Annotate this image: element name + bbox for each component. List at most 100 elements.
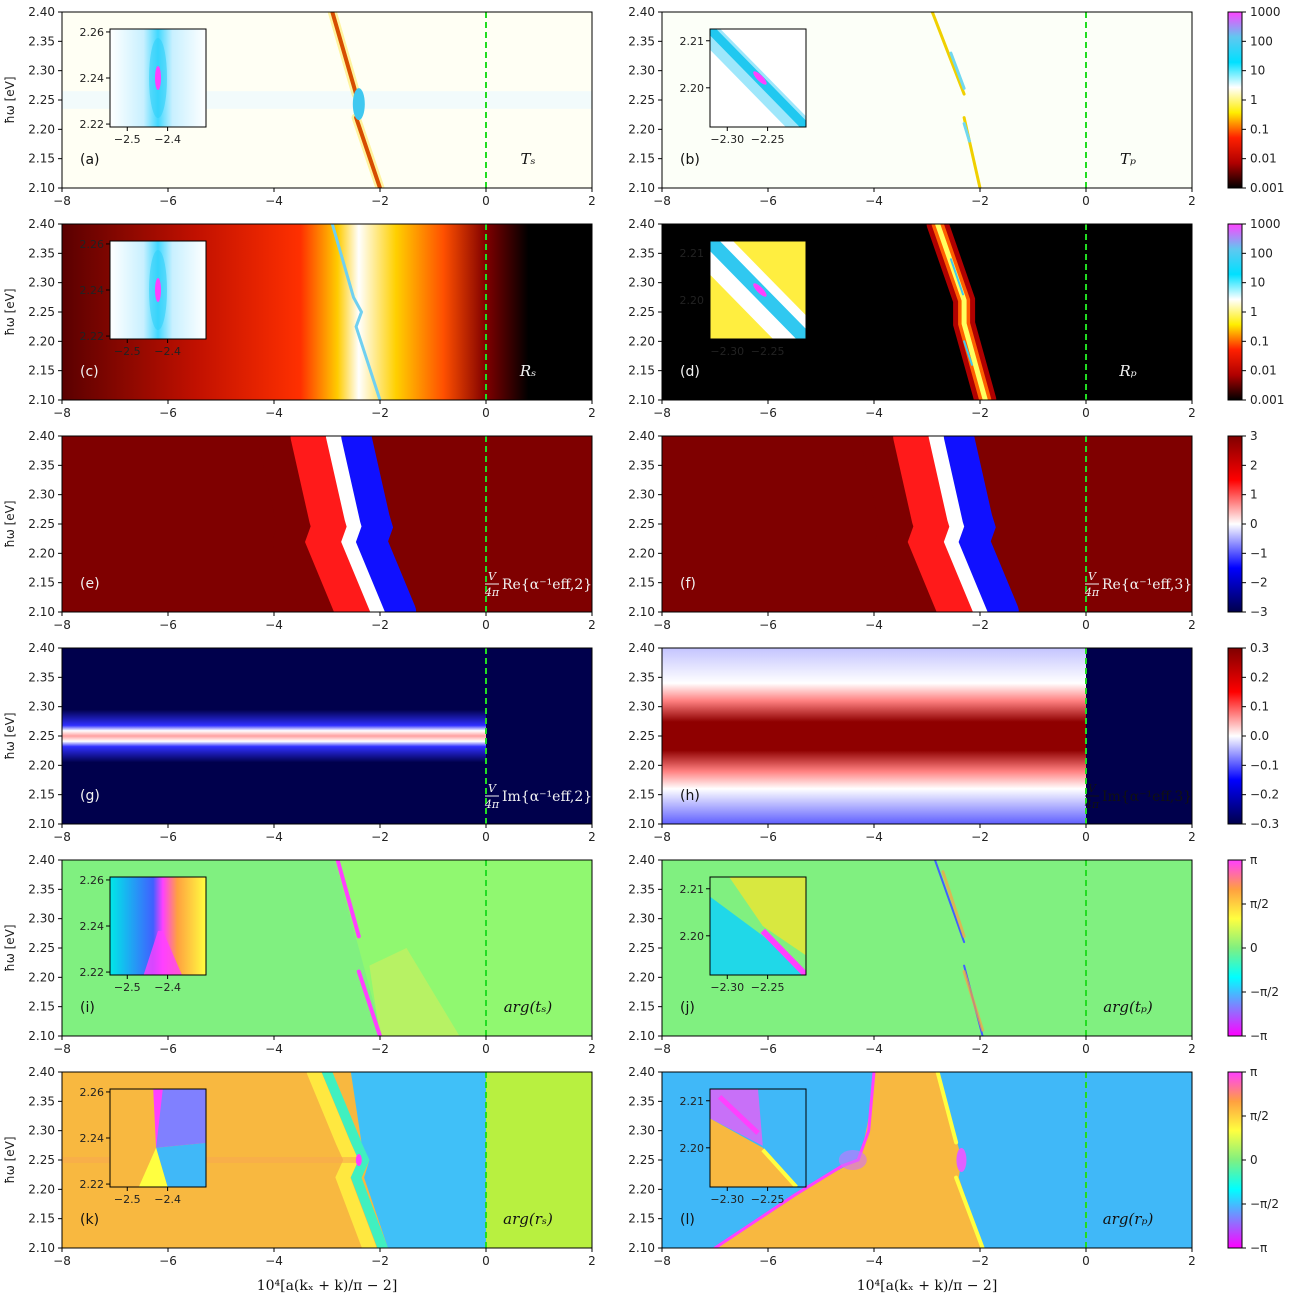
quantity-fraction-numerator: V [488,570,497,583]
inset-ytick-label: 2.24 [80,1132,105,1145]
inset-xtick-label: −2.4 [154,133,181,146]
resonance-band [859,436,939,612]
x-tick-label: 2 [1188,830,1196,844]
panel-h: −8 −6 −4 −2 0 2 2.40 2.35 2.30 2.25 2.20 2.15 2.10 (h… [628,641,1196,844]
y-tick-label: 2.30 [28,488,55,502]
resonance-spot [352,88,365,121]
y-tick-label: 2.30 [628,488,655,502]
inset-branch [143,930,182,975]
inset-xtick-label: −2.4 [154,345,181,358]
y-tick-label: 2.35 [28,670,55,684]
y-tick-label: 2.10 [28,817,55,831]
colorbar-tick-label: −π [1250,1029,1267,1043]
inset-ytick-label: 2.26 [80,874,105,887]
resonance-band [330,12,359,97]
resonance-band [257,436,337,612]
inset-a: −2.5 −2.4 2.26 2.24 2.22 [80,26,207,146]
resonance-band [934,860,966,944]
inset-ytick-label: 2.21 [680,35,705,48]
resonance-band [928,436,992,612]
inset-ytick-label: 2.21 [680,247,705,260]
quantity-label: Im{α⁻¹eff,3} [1102,789,1192,805]
panels-layer: −8 −6 −4 −2 0 2 2.40 2.35 2.30 2.25 2.20 2.15 2.10 ħω… [3,5,1196,1268]
colorbar-tick-label: π/2 [1250,1109,1269,1123]
x-axis-label: 10⁴[a(kₓ + k)/π − 2] [857,1278,998,1294]
x-tick-label: 2 [1188,406,1196,420]
x-tick-label: 2 [1188,1042,1196,1056]
x-tick-label: −2 [371,1042,389,1056]
colorbars-layer: 10001001010.10.010.00110001001010.10.010… [1227,5,1284,1255]
x-tick-label: −2 [971,618,989,632]
panel-tag: (b) [680,152,700,168]
inset-region [710,896,806,975]
x-tick-label: 2 [588,1254,596,1268]
heatmap-k [62,1072,592,1248]
quantity-fraction-denominator: 4π [484,586,500,599]
inset-peak [155,66,161,90]
y-axis-label: ħω [eV] [3,924,17,971]
inset-ytick-label: 2.21 [680,883,705,896]
x-tick-label: 2 [1188,194,1196,208]
panel-a: −8 −6 −4 −2 0 2 2.40 2.35 2.30 2.25 2.20 2.15 2.10 ħω… [3,5,596,208]
colorbar-tick-label: 3 [1250,429,1258,443]
x-tick-label: −8 [53,618,71,632]
y-tick-label: 2.20 [628,122,655,136]
resonance-band [935,224,988,400]
heatmap-h [662,648,1192,824]
colorbar-gradient [1228,224,1242,400]
y-tick-label: 2.35 [628,246,655,260]
region-right [1086,648,1192,824]
resonance-band [943,436,1019,612]
x-tick-label: 0 [1082,406,1090,420]
inset-xtick-label: −2.30 [710,1193,744,1206]
y-tick-label: 2.35 [628,1094,655,1108]
colorbar-tick-label: 0.001 [1250,181,1284,195]
x-tick-label: −8 [653,406,671,420]
y-tick-label: 2.30 [628,700,655,714]
y-tick-label: 2.15 [28,576,55,590]
colorbar-row-5: π π/2 0 −π/2 −π [1227,853,1279,1043]
y-tick-label: 2.20 [628,1182,655,1196]
inset-frame [709,1088,807,1188]
resonance-band [351,113,385,188]
y-tick-label: 2.15 [628,1000,655,1014]
region-right [486,648,592,824]
resonance-band [963,340,973,366]
x-tick-label: −4 [265,618,283,632]
x-tick-label: −8 [653,194,671,208]
colorbar-tick-label: −π/2 [1250,1197,1279,1211]
x-tick-label: −6 [159,1042,177,1056]
imag-band [662,648,1086,824]
panel-tag: (a) [80,152,100,168]
panel-tag: (f) [680,576,696,592]
y-tick-label: 2.25 [28,305,55,319]
y-tick-label: 2.30 [628,912,655,926]
x-tick-label: −6 [759,406,777,420]
x-tick-label: −6 [159,830,177,844]
y-tick-label: 2.30 [28,912,55,926]
y-tick-label: 2.40 [628,853,655,867]
y-tick-label: 2.20 [28,970,55,984]
y-tick-label: 2.15 [628,152,655,166]
y-tick-label: 2.35 [628,458,655,472]
panel-tag: (i) [80,1000,95,1016]
phase-region [715,1072,983,1248]
colorbar-row-6: π π/2 0 −π/2 −π [1227,1065,1279,1255]
panel-tag: (k) [80,1212,99,1228]
x-tick-label: −2 [371,618,389,632]
x-tick-label: −8 [53,1254,71,1268]
y-tick-label: 2.15 [28,1000,55,1014]
inset-ytick-label: 2.22 [80,966,105,979]
inset-ytick-label: 2.24 [80,920,105,933]
colorbar-tick-label: π/2 [1250,897,1269,911]
inset-xtick-label: −2.5 [114,1193,141,1206]
x-tick-label: −4 [865,1042,883,1056]
colorbar-tick-label: −2 [1250,576,1268,590]
x-tick-label: −4 [265,1042,283,1056]
x-tick-label: 2 [1188,1254,1196,1268]
colorbar-tick-label: 100 [1250,246,1273,260]
resonance-band [930,12,966,96]
inset-ytick-label: 2.26 [80,1086,105,1099]
inset-region [729,877,806,956]
